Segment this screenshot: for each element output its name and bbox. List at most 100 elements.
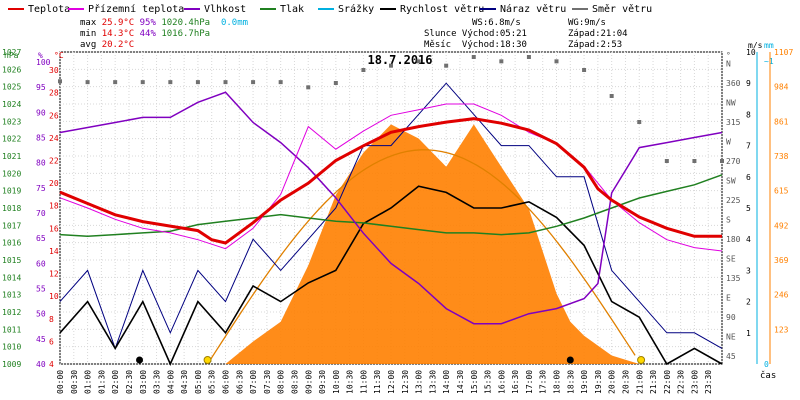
tick-time: 14:00 — [442, 370, 451, 394]
series-winddir-point — [361, 68, 366, 72]
tick-humidity: 100 — [36, 58, 51, 67]
info-sun-rise: Slunce Východ:05:21 — [424, 29, 527, 39]
tick-wind: 7 — [746, 142, 751, 151]
tick-direction: 360 — [726, 79, 741, 88]
tick-time: 09:00 — [304, 370, 313, 394]
legend-swatch — [318, 8, 334, 10]
info-moon-rise: Měsíc Východ:18:30 — [424, 40, 527, 50]
axis-label-temperature: °C — [54, 51, 64, 60]
tick-time: 12:00 — [387, 370, 396, 394]
legend-label: Tlak — [280, 4, 305, 15]
tick-solar: 738 — [774, 152, 789, 161]
tick-time: 04:30 — [180, 370, 189, 394]
tick-pressure: 1022 — [2, 135, 21, 144]
sun-rise-marker — [203, 356, 212, 364]
tick-direction: E — [726, 294, 731, 303]
chart-title: 18.7.2016 — [367, 53, 432, 67]
tick-temperature: 4 — [49, 360, 54, 369]
series-winddir-point — [554, 59, 559, 64]
tick-time: 11:00 — [359, 370, 368, 394]
series-winddir-point — [223, 80, 228, 85]
tick-wind: 10 — [746, 48, 756, 57]
series-winddir-point — [720, 159, 724, 163]
tick-temperature: 12 — [49, 270, 59, 279]
tick-time: 10:30 — [346, 370, 355, 394]
tick-time: 08:30 — [290, 370, 299, 394]
tick-humidity: 90 — [36, 108, 46, 117]
legend-item: Vlhkost — [184, 3, 246, 17]
legend-label: Vlhkost — [204, 4, 247, 15]
tick-direction: 135 — [726, 274, 741, 283]
tick-solar: 123 — [774, 325, 789, 334]
tick-time: 19:30 — [594, 370, 603, 394]
tick-direction: 270 — [726, 157, 741, 166]
series-winddir-point — [58, 79, 62, 84]
stats-min-pressure: 1016.7hPa — [161, 29, 211, 39]
stats-avg-temp: 20.2°C — [101, 40, 135, 50]
tick-direction: SE — [726, 255, 736, 264]
tick-time: 00:00 — [56, 370, 65, 394]
tick-temperature: 14 — [49, 247, 59, 256]
tick-pressure: 1014 — [2, 273, 21, 282]
legend-swatch — [572, 8, 588, 10]
tick-pressure: 1016 — [2, 239, 21, 248]
tick-direction: NW — [726, 99, 736, 108]
tick-time: 22:30 — [677, 370, 686, 394]
tick-pressure: 1023 — [2, 117, 21, 126]
tick-pressure: 1018 — [2, 204, 21, 213]
series-pressure-line — [59, 174, 723, 237]
tick-direction: 90 — [726, 313, 736, 322]
tick-solar: 861 — [774, 117, 789, 126]
series-winddir-point — [168, 80, 173, 85]
tick-pressure: 1017 — [2, 221, 21, 230]
tick-time: 06:00 — [222, 370, 231, 394]
tick-rain: ~1 — [764, 57, 774, 66]
tick-temperature: 22 — [49, 157, 59, 166]
tick-time: 02:30 — [125, 370, 134, 394]
tick-pressure: 1025 — [2, 83, 21, 92]
tick-time: 03:00 — [139, 370, 148, 394]
tick-time: 05:00 — [194, 370, 203, 394]
tick-time: 23:00 — [690, 370, 699, 394]
series-winddir-point — [582, 68, 587, 72]
tick-temperature: 30 — [49, 66, 59, 75]
info-wg: WG:9m/s — [568, 18, 606, 28]
tick-humidity: 95 — [36, 83, 46, 92]
stats-min-humidity: 44% — [139, 29, 156, 39]
tick-solar: 1107 — [774, 48, 793, 57]
series-winddir-point — [499, 59, 504, 64]
tick-wind: 4 — [746, 235, 751, 244]
legend-label: Rychlost větru — [400, 4, 485, 15]
tick-time: 21:00 — [635, 370, 644, 394]
tick-time: 20:00 — [608, 370, 617, 394]
tick-solar: 246 — [774, 291, 789, 300]
tick-pressure: 1013 — [2, 291, 21, 300]
tick-time: 10:00 — [332, 370, 341, 394]
tick-pressure: 1020 — [2, 169, 21, 178]
series-winddir-point — [609, 94, 614, 98]
tick-wind: 6 — [746, 173, 751, 182]
tick-time: 18:30 — [566, 370, 575, 394]
tick-pressure: 1015 — [2, 256, 21, 265]
tick-direction: 225 — [726, 196, 741, 205]
tick-time: 11:30 — [373, 370, 382, 394]
info-ws: WS:6.8m/s — [472, 18, 521, 28]
tick-humidity: 85 — [36, 134, 46, 143]
tick-temperature: 10 — [49, 292, 59, 301]
tick-time: 21:30 — [649, 370, 658, 394]
tick-solar: 984 — [774, 83, 789, 92]
series-winddir-point — [333, 81, 338, 85]
legend-swatch — [480, 8, 496, 10]
series-solar-theory — [207, 149, 636, 365]
tick-time: 17:30 — [539, 370, 548, 394]
tick-humidity: 60 — [36, 259, 46, 268]
series-winddir-point — [692, 159, 697, 163]
tick-pressure: 1012 — [2, 308, 21, 317]
tick-time: 16:30 — [511, 370, 520, 394]
tick-temperature: 18 — [49, 202, 59, 211]
tick-pressure: 1019 — [2, 187, 21, 196]
stats-max-label: max — [80, 18, 97, 28]
stats-max-humidity: 95% — [139, 18, 156, 28]
axis-label-pressure: hPa — [4, 51, 19, 60]
tick-temperature: 26 — [49, 111, 59, 120]
